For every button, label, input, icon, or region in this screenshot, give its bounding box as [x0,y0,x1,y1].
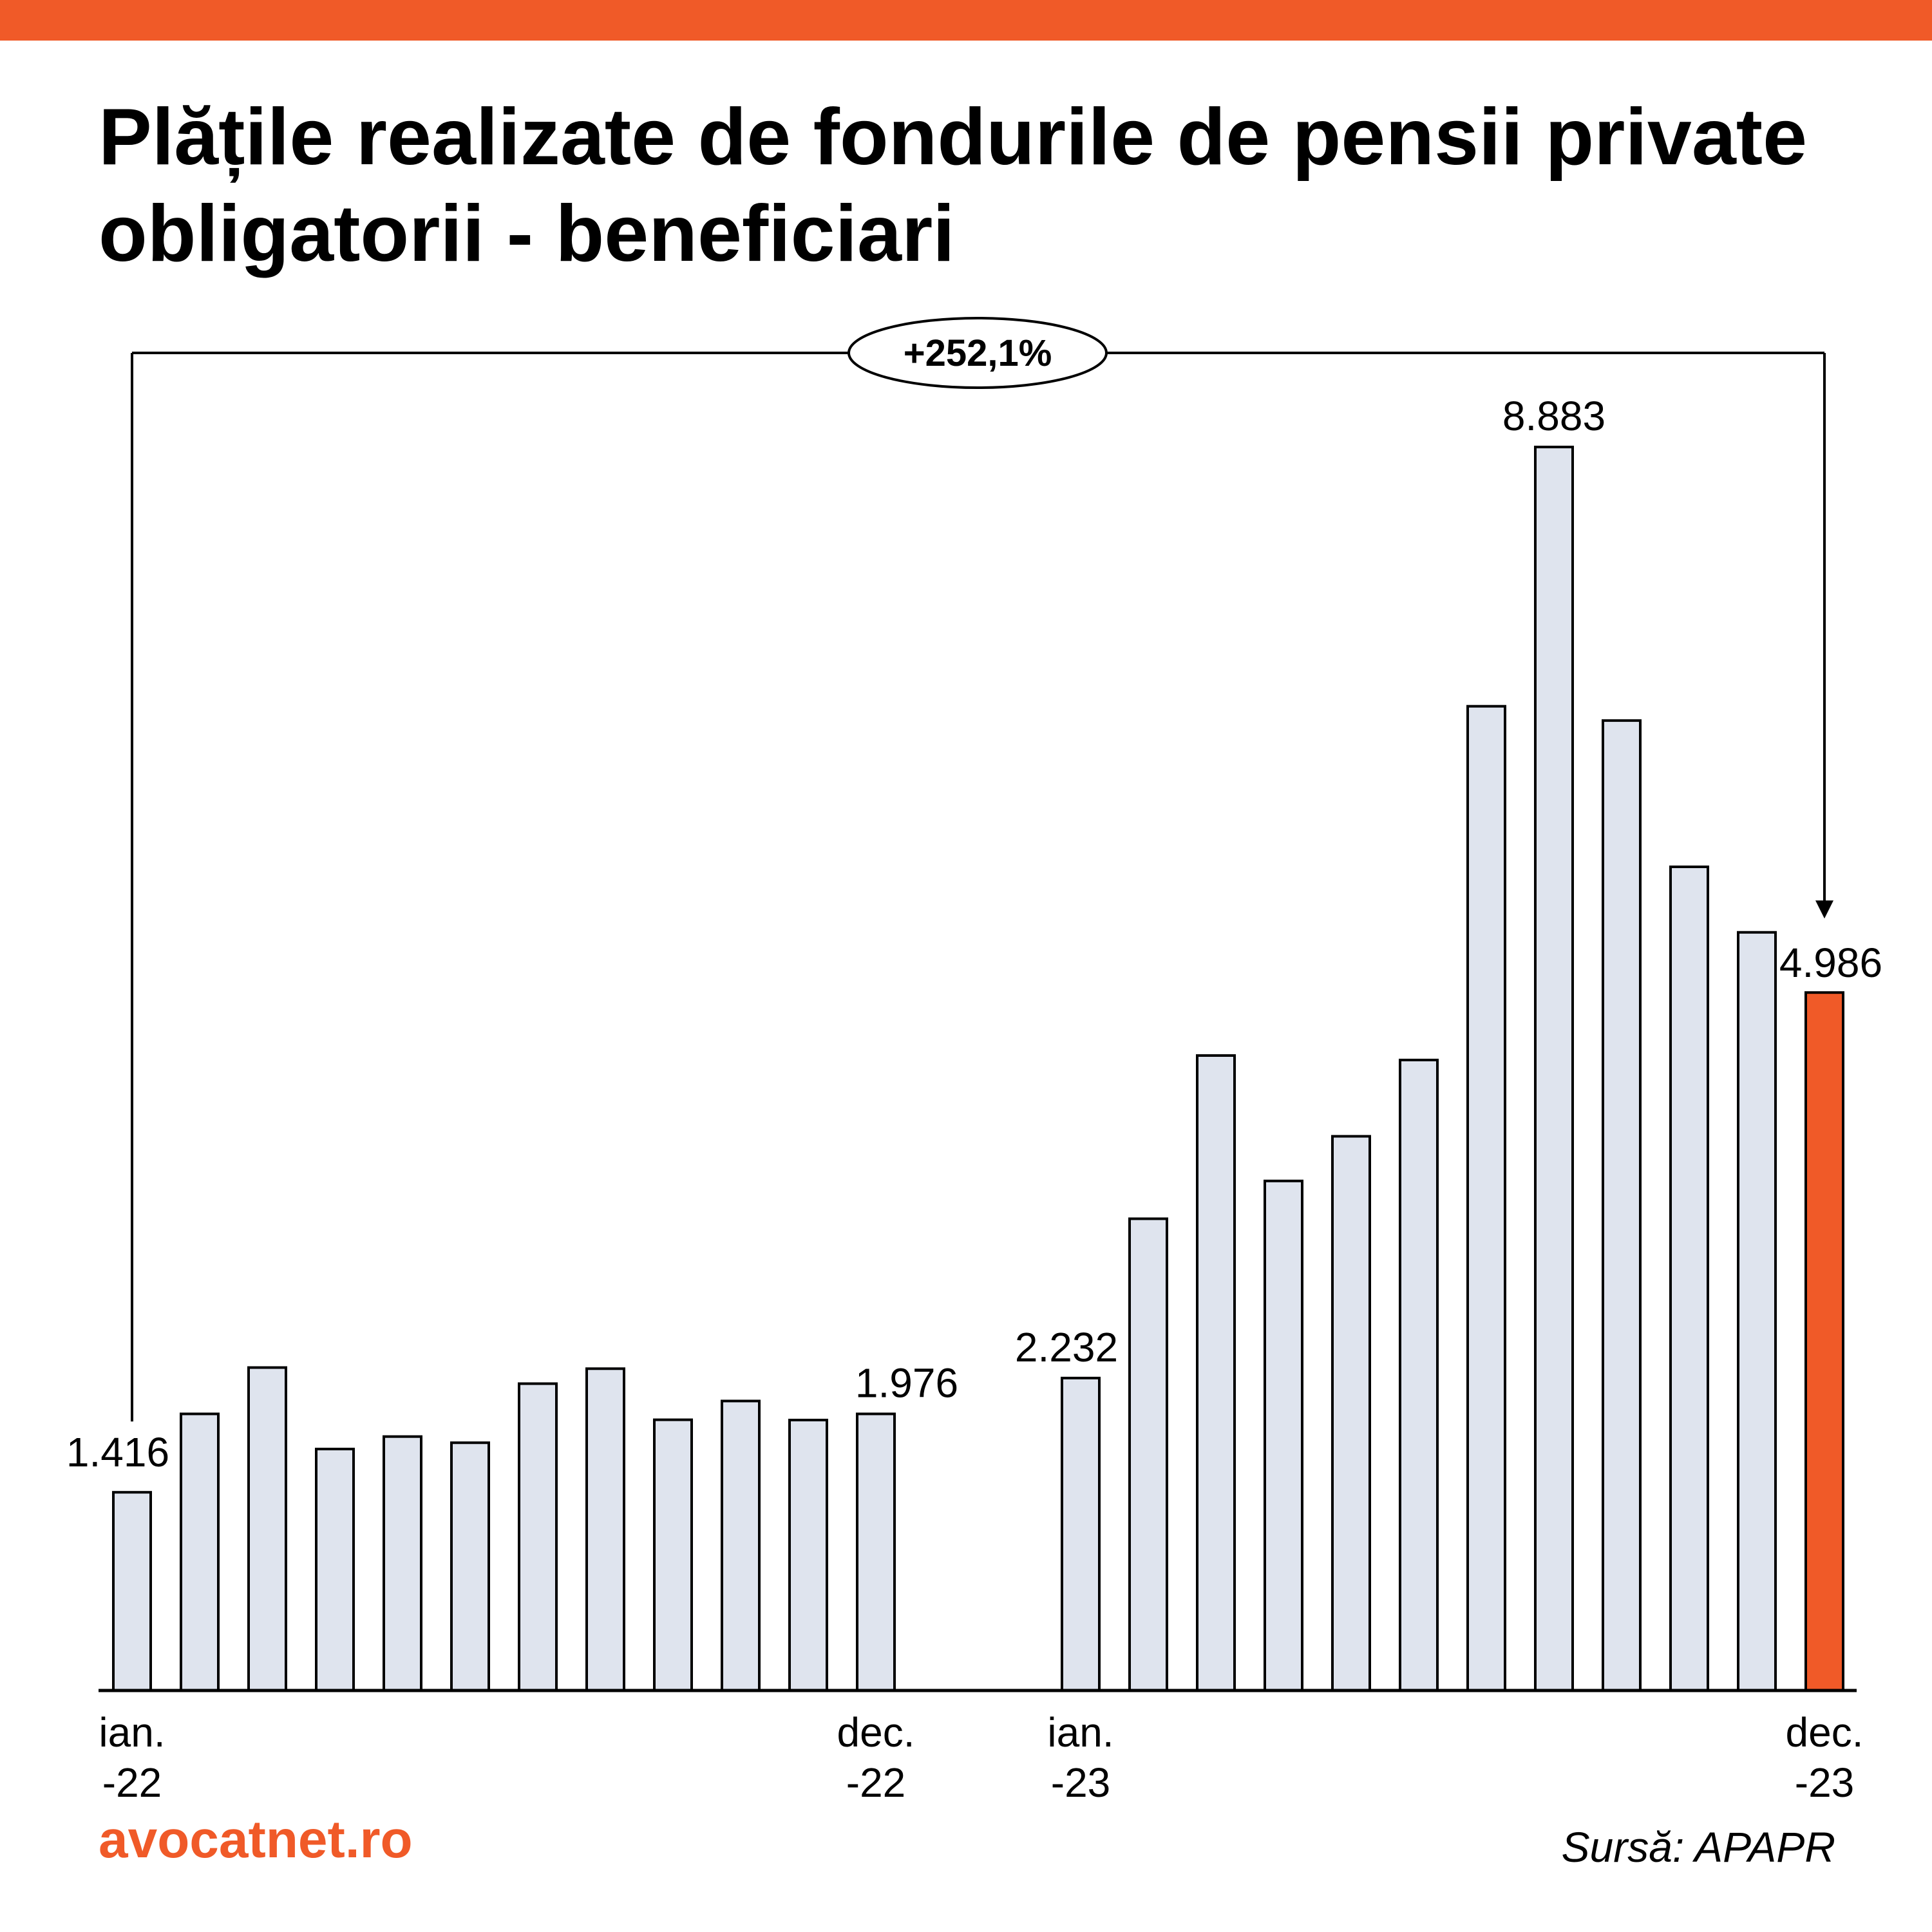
bar-13 [1061,1376,1101,1692]
top-accent-bar [0,0,1932,41]
bar-12 [856,1412,896,1692]
bar-5 [383,1435,422,1692]
bar-14 [1128,1217,1168,1692]
bar-19 [1466,705,1506,1692]
bar-21 [1602,719,1642,1692]
growth-annotation-label: +252,1% [904,332,1052,374]
brand-logo: avocatnet.ro [99,1810,413,1869]
bar-15 [1196,1054,1236,1692]
x-tick-label: -22 [846,1759,906,1806]
x-tick-label: -23 [1051,1759,1111,1806]
bar-1 [112,1491,152,1692]
bar-22 [1669,866,1709,1692]
chart-title: Plățile realizate de fondurile de pensii… [99,93,1808,278]
arrow-down-icon [1815,900,1833,919]
data-label: 8.883 [1502,393,1605,439]
bar-3 [247,1366,287,1692]
bar-16 [1264,1179,1303,1692]
bar-8 [585,1367,625,1692]
bar-9 [653,1418,693,1692]
bar-11 [788,1419,828,1692]
bar-24 [1804,991,1844,1692]
x-tick-label: -23 [1795,1759,1855,1806]
source-note: Sursă: APAPR [1561,1823,1836,1871]
annotation-oval [848,317,1108,389]
x-tick-label: -22 [102,1759,162,1806]
x-tick-label: ian. [99,1709,165,1756]
data-label: 1.976 [855,1359,958,1406]
bar-23 [1737,931,1777,1692]
bar-7 [518,1382,558,1692]
bar-4 [315,1448,355,1692]
bar-18 [1399,1058,1439,1692]
bar-20 [1534,446,1574,1692]
bar-2 [180,1412,220,1692]
x-tick-label: dec. [837,1709,915,1756]
x-tick-label: ian. [1047,1709,1113,1756]
data-label: 4.986 [1779,940,1882,986]
bar-6 [450,1441,490,1692]
data-label: 2.232 [1015,1324,1118,1370]
bar-10 [721,1399,761,1692]
bar-17 [1331,1135,1371,1692]
x-tick-label: dec. [1786,1709,1864,1756]
data-label: 1.416 [66,1429,169,1475]
